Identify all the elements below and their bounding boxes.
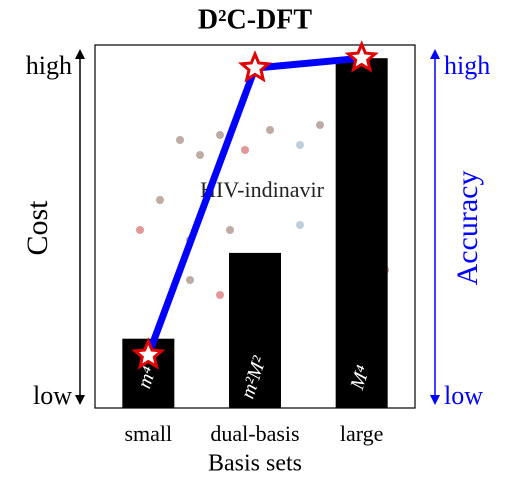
x-tick-label: dual-basis	[210, 421, 299, 446]
y-axis-label: Cost	[21, 200, 54, 256]
y-tick-label: high	[26, 51, 72, 80]
accuracy-marker	[344, 40, 379, 73]
annotation: HIV-indinavir	[200, 177, 325, 202]
x-tick-label: small	[124, 421, 172, 446]
chart-title: D²C-DFT	[198, 4, 312, 35]
molecule-decoration	[136, 121, 389, 299]
y2-axis-label: Accuracy	[451, 171, 484, 286]
x-tick-label: large	[340, 421, 384, 446]
y2-tick-label: high	[444, 51, 490, 80]
accuracy-marker	[131, 337, 166, 370]
y2-tick-label: low	[444, 381, 483, 410]
bar	[335, 58, 388, 408]
y-tick-label: low	[33, 381, 72, 410]
accuracy-marker	[237, 50, 273, 83]
bar	[229, 252, 281, 408]
x-axis-label: Basis sets	[208, 451, 302, 477]
